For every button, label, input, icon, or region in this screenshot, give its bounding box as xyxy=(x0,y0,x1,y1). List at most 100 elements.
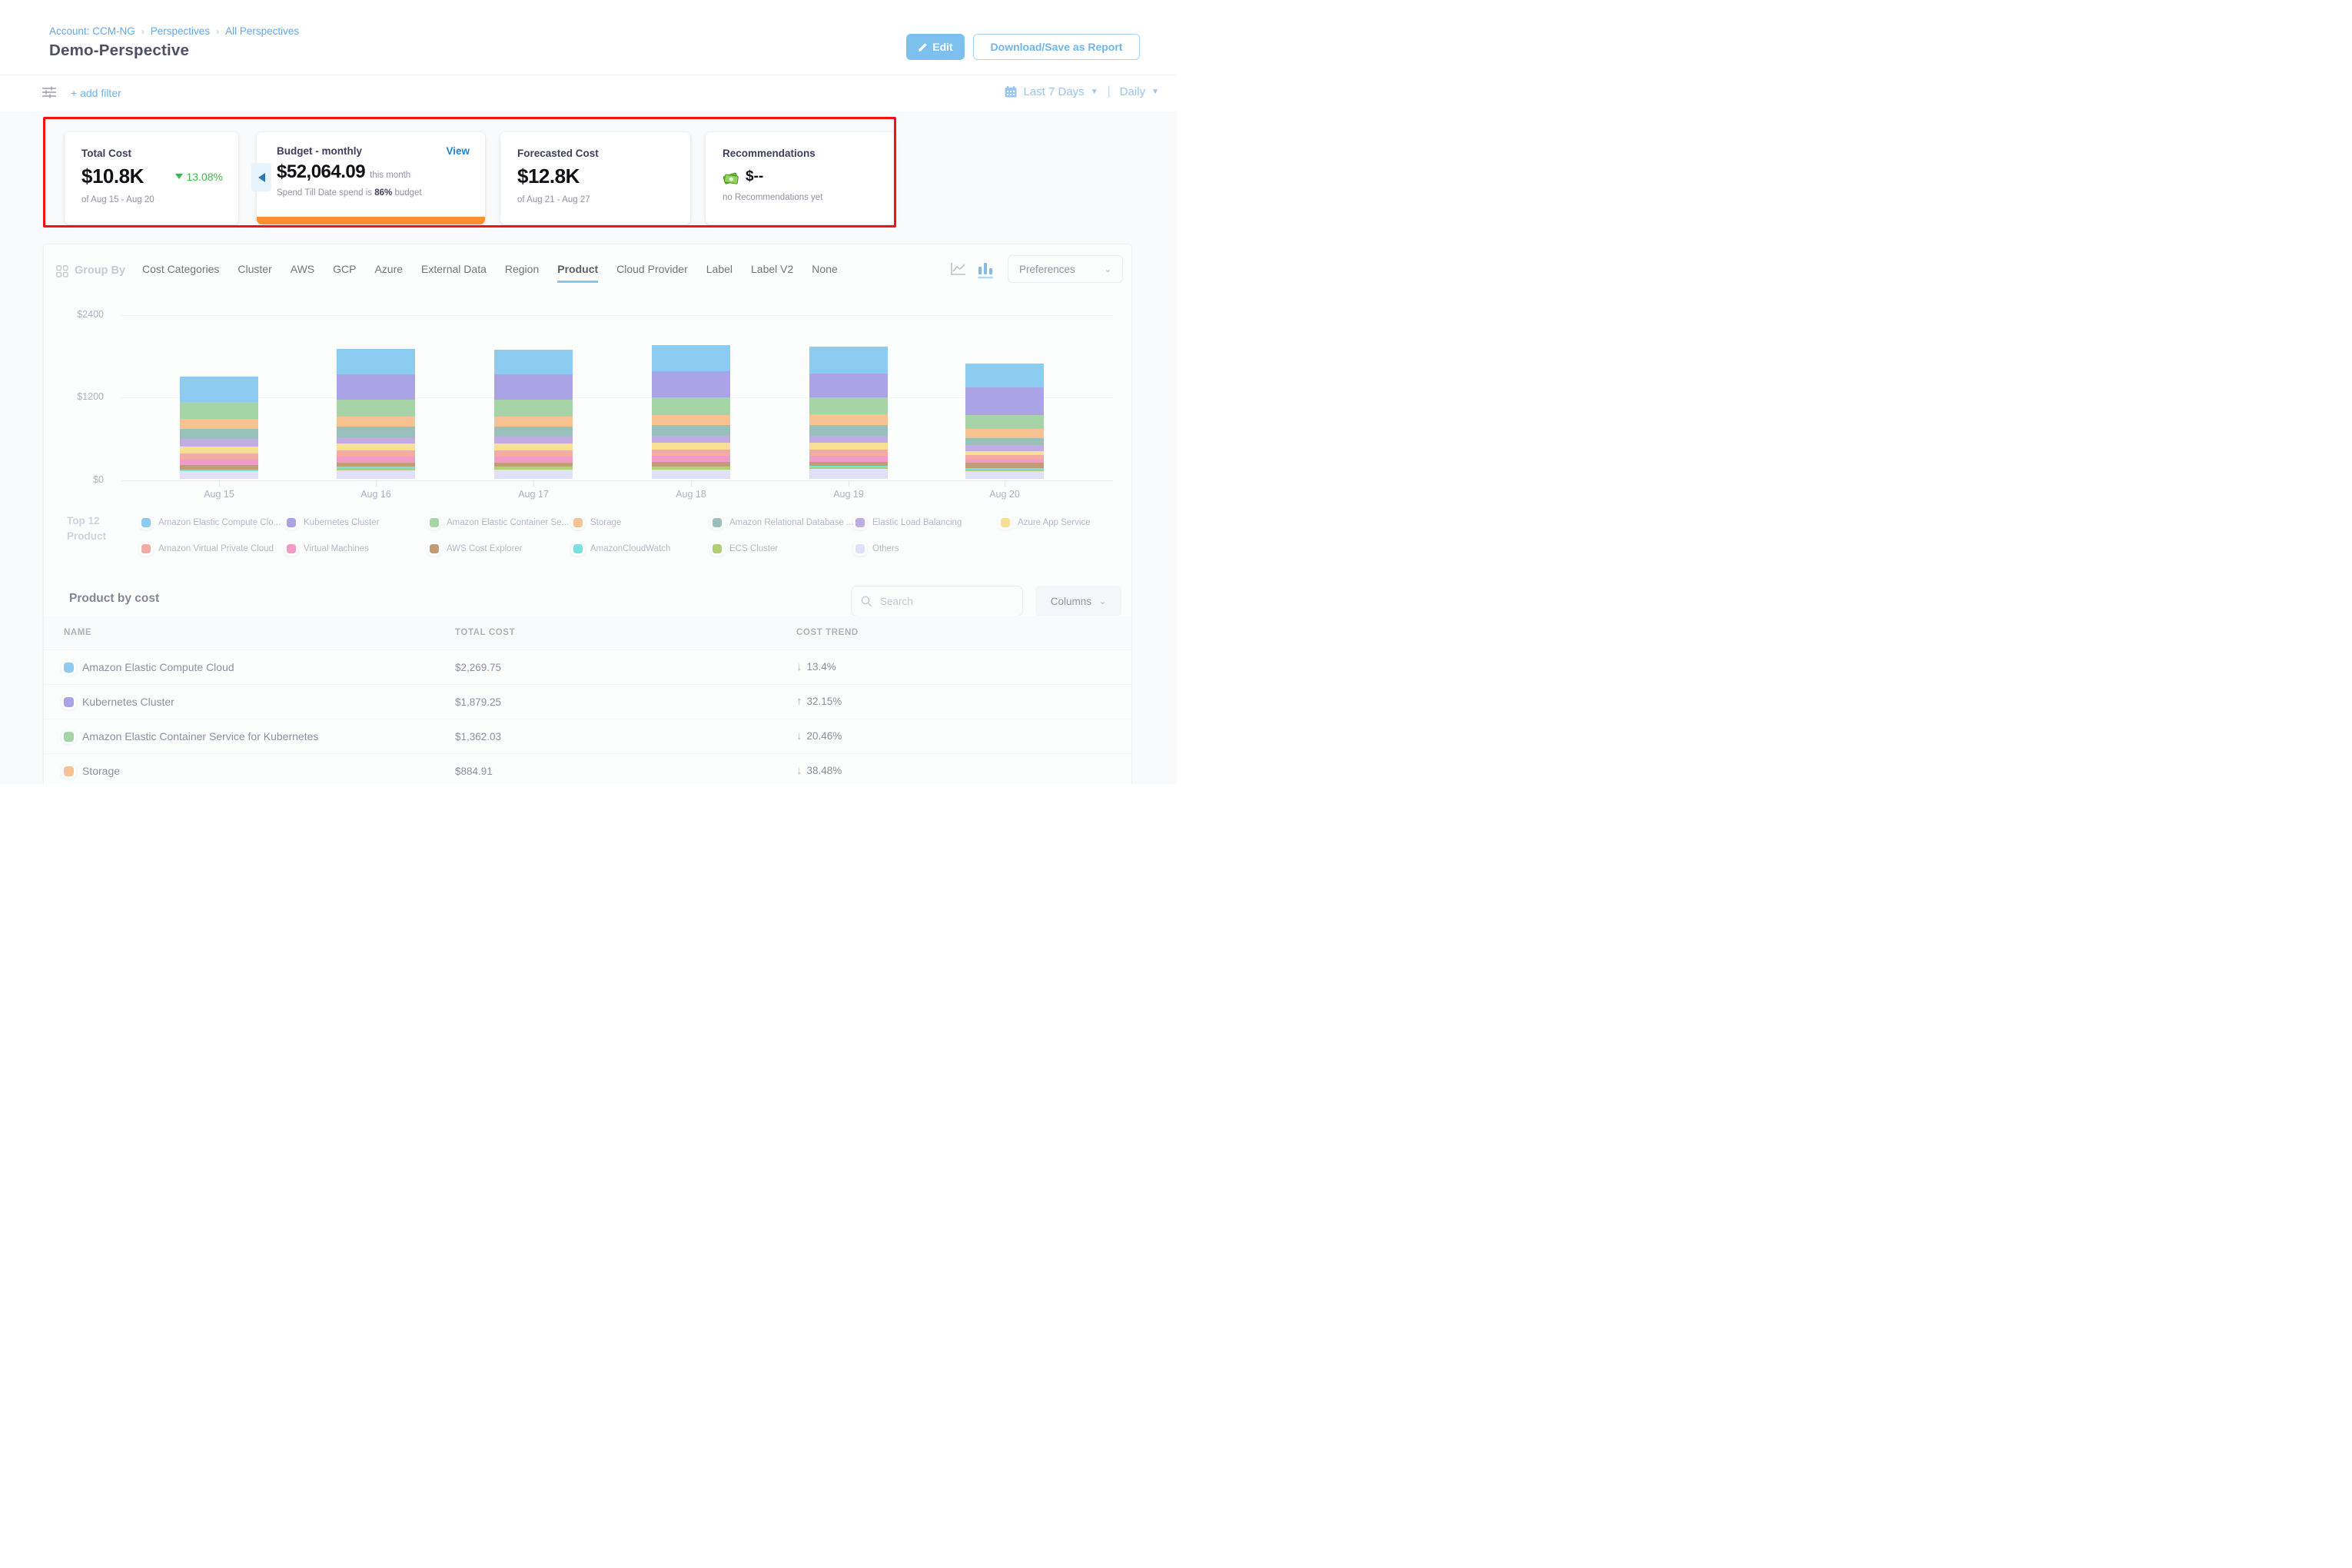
bar-segment[interactable] xyxy=(965,471,1044,479)
bar-segment[interactable] xyxy=(965,363,1044,388)
carousel-previous-button[interactable] xyxy=(251,163,271,191)
bar-segment[interactable] xyxy=(494,467,573,470)
download-save-report-button[interactable]: Download/Save as Report xyxy=(973,34,1140,60)
bar-segment[interactable] xyxy=(494,469,573,479)
bar-segment[interactable] xyxy=(809,466,888,467)
bar-segment[interactable] xyxy=(337,462,415,467)
table-row-storage[interactable]: Storage $884.91 ↓ 38.48% xyxy=(44,754,1131,784)
legend-item-amazon-relational-database-[interactable]: Amazon Relational Database ... xyxy=(713,518,854,527)
bar-segment[interactable] xyxy=(652,442,730,450)
bar-segment[interactable] xyxy=(809,449,888,457)
table-row-kubernetes-cluster[interactable]: Kubernetes Cluster $1,879.25 ↑ 32.15% xyxy=(44,685,1131,719)
bar-segment[interactable] xyxy=(652,469,730,479)
bar-segment[interactable] xyxy=(494,400,573,417)
legend-item-ecs-cluster[interactable]: ECS Cluster xyxy=(713,544,778,553)
group-by-tab-cluster[interactable]: Cluster xyxy=(238,263,272,275)
bar-segment[interactable] xyxy=(965,468,1044,470)
group-by-tab-none[interactable]: None xyxy=(812,263,838,275)
bar-segment[interactable] xyxy=(337,399,415,417)
bar-chart-icon[interactable] xyxy=(978,261,993,279)
legend-item-azure-app-service[interactable]: Azure App Service xyxy=(1001,518,1091,527)
bar-segment[interactable] xyxy=(809,397,888,415)
bar-segment[interactable] xyxy=(337,450,415,457)
bar-segment[interactable] xyxy=(965,463,1044,469)
bar-segment[interactable] xyxy=(652,414,730,426)
group-by-tab-cost-categories[interactable]: Cost Categories xyxy=(142,263,220,275)
bar-segment[interactable] xyxy=(809,461,888,467)
legend-item-amazon-elastic-compute-clo-[interactable]: Amazon Elastic Compute Clo... xyxy=(141,518,281,527)
bar-segment[interactable] xyxy=(965,445,1044,451)
date-range-selector[interactable]: Last 7 Days xyxy=(1023,85,1085,98)
column-header-total-cost[interactable]: TOTAL COST xyxy=(455,628,516,637)
group-by-tab-cloud-provider[interactable]: Cloud Provider xyxy=(616,263,688,275)
columns-dropdown[interactable]: Columns ⌄ xyxy=(1035,586,1121,616)
group-by-tab-aws[interactable]: AWS xyxy=(290,263,315,275)
bar-segment[interactable] xyxy=(494,450,573,457)
bar-segment[interactable] xyxy=(494,374,573,400)
column-header-cost-trend[interactable]: COST TREND xyxy=(796,628,859,637)
bar-segment[interactable] xyxy=(180,459,258,465)
bar-segment[interactable] xyxy=(965,414,1044,429)
bar-segment[interactable] xyxy=(337,349,415,374)
legend-item-aws-cost-explorer[interactable]: AWS Cost Explorer xyxy=(430,544,523,553)
edit-button[interactable]: Edit xyxy=(906,34,965,60)
breadcrumb-all-perspectives[interactable]: All Perspectives xyxy=(225,25,300,37)
bar-segment[interactable] xyxy=(965,450,1044,456)
bar-segment[interactable] xyxy=(652,466,730,468)
legend-item-others[interactable]: Others xyxy=(855,544,899,553)
bar-segment[interactable] xyxy=(180,438,258,447)
bar-segment[interactable] xyxy=(337,416,415,427)
bar-segment[interactable] xyxy=(337,457,415,463)
granularity-selector[interactable]: Daily xyxy=(1119,85,1146,98)
table-row-amazon-elastic-container-service-for-kubernetes[interactable]: Amazon Elastic Container Service for Kub… xyxy=(44,719,1131,754)
bar-segment[interactable] xyxy=(180,419,258,429)
bar-segment[interactable] xyxy=(965,455,1044,460)
bar-segment[interactable] xyxy=(965,460,1044,463)
bar-segment[interactable] xyxy=(180,377,258,402)
bar-segment[interactable] xyxy=(652,462,730,467)
legend-item-storage[interactable]: Storage xyxy=(573,518,621,527)
bar-segment[interactable] xyxy=(965,470,1044,472)
bar-segment[interactable] xyxy=(652,456,730,463)
bar-segment[interactable] xyxy=(180,446,258,453)
bar-segment[interactable] xyxy=(180,470,258,471)
bar-segment[interactable] xyxy=(494,427,573,437)
search-input[interactable] xyxy=(879,594,1002,608)
bar-segment[interactable] xyxy=(180,428,258,439)
stacked-bar-aug-15[interactable] xyxy=(180,377,258,479)
legend-item-amazoncloudwatch[interactable]: AmazonCloudWatch xyxy=(573,544,670,553)
bar-segment[interactable] xyxy=(494,466,573,468)
group-by-tab-label[interactable]: Label xyxy=(706,263,733,275)
bar-segment[interactable] xyxy=(965,387,1044,415)
group-by-tab-label-v2[interactable]: Label V2 xyxy=(751,263,794,275)
legend-item-virtual-machines[interactable]: Virtual Machines xyxy=(287,544,369,553)
preferences-dropdown[interactable]: Preferences ⌄ xyxy=(1008,255,1123,283)
bar-segment[interactable] xyxy=(809,467,888,469)
bar-segment[interactable] xyxy=(809,346,888,374)
bar-segment[interactable] xyxy=(652,397,730,415)
bar-segment[interactable] xyxy=(494,437,573,443)
legend-item-amazon-virtual-private-cloud[interactable]: Amazon Virtual Private Cloud xyxy=(141,544,274,553)
bar-segment[interactable] xyxy=(337,437,415,444)
breadcrumb-account[interactable]: Account: CCM-NG xyxy=(49,25,135,37)
bar-segment[interactable] xyxy=(180,471,258,479)
legend-item-amazon-elastic-container-se-[interactable]: Amazon Elastic Container Se... xyxy=(430,518,569,527)
bar-segment[interactable] xyxy=(809,373,888,398)
bar-segment[interactable] xyxy=(337,443,415,451)
bar-segment[interactable] xyxy=(809,435,888,443)
bar-segment[interactable] xyxy=(809,456,888,462)
bar-segment[interactable] xyxy=(337,427,415,437)
group-by-tab-external-data[interactable]: External Data xyxy=(421,263,487,275)
bar-segment[interactable] xyxy=(494,457,573,463)
bar-segment[interactable] xyxy=(652,467,730,470)
bar-segment[interactable] xyxy=(652,425,730,436)
bar-segment[interactable] xyxy=(180,401,258,420)
group-by-tab-azure[interactable]: Azure xyxy=(374,263,404,275)
bar-segment[interactable] xyxy=(337,374,415,400)
bar-segment[interactable] xyxy=(652,435,730,443)
bar-segment[interactable] xyxy=(965,428,1044,438)
group-by-tab-gcp[interactable]: GCP xyxy=(333,263,357,275)
bar-segment[interactable] xyxy=(494,462,573,467)
bar-segment[interactable] xyxy=(809,414,888,426)
stacked-bar-aug-19[interactable] xyxy=(809,346,888,479)
